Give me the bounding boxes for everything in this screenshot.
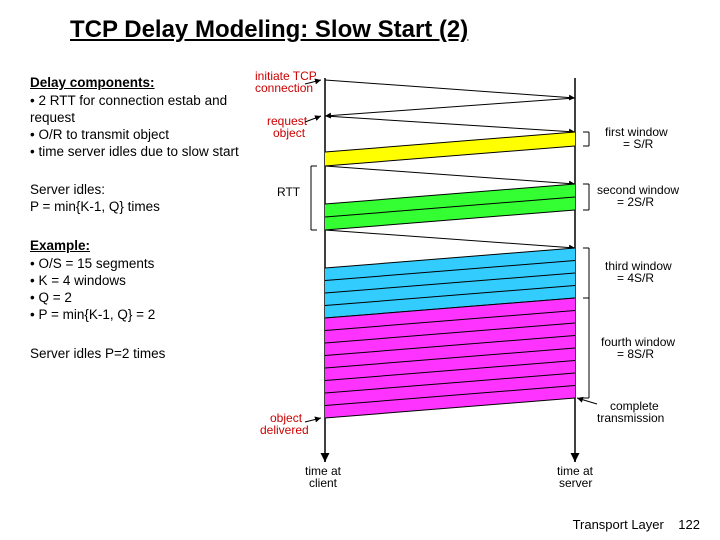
example-3: • Q = 2: [30, 290, 240, 307]
example-block: Example: • O/S = 15 segments • K = 4 win…: [30, 238, 240, 323]
left-column: Delay components: • 2 RTT for connection…: [30, 75, 240, 362]
slide-title: TCP Delay Modeling: Slow Start (2): [70, 16, 468, 44]
label-rtt: RTT: [277, 185, 301, 199]
footer-page: 122: [678, 517, 700, 532]
example-1: • O/S = 15 segments: [30, 256, 240, 273]
label-w4b: = 8S/R: [617, 347, 654, 361]
label-w1b: = S/R: [623, 137, 654, 151]
delay-heading: Delay components:: [30, 75, 240, 92]
footer-layer: Transport Layer: [573, 517, 664, 532]
label-request-2: object: [273, 126, 306, 140]
example-4: • P = min{K-1, Q} = 2: [30, 307, 240, 324]
label-comp2: transmission: [597, 411, 664, 425]
footer: Transport Layer 122: [573, 517, 700, 532]
bullet-1: • 2 RTT for connection estab and request: [30, 93, 240, 127]
label-time-client-2: client: [309, 476, 338, 490]
label-time-server-2: server: [559, 476, 592, 490]
example-heading: Example:: [30, 238, 240, 255]
label-w2b: = 2S/R: [617, 195, 654, 209]
idles-formula-block: Server idles: P = min{K-1, Q} times: [30, 182, 240, 216]
bullet-3: • time server idles due to slow start: [30, 144, 240, 161]
diagram: initiate TCP connection request object R…: [245, 70, 705, 490]
idles-formula-l2: P = min{K-1, Q} times: [30, 199, 240, 216]
label-w3b: = 4S/R: [617, 271, 654, 285]
diagram-svg: initiate TCP connection request object R…: [245, 70, 705, 490]
idles-result: Server idles P=2 times: [30, 346, 240, 363]
label-objdel-2: delivered: [260, 423, 309, 437]
bullet-2: • O/R to transmit object: [30, 127, 240, 144]
label-initiate-2: connection: [255, 81, 313, 95]
example-2: • K = 4 windows: [30, 273, 240, 290]
delay-components-block: Delay components: • 2 RTT for connection…: [30, 75, 240, 160]
idles-formula-l1: Server idles:: [30, 182, 240, 199]
